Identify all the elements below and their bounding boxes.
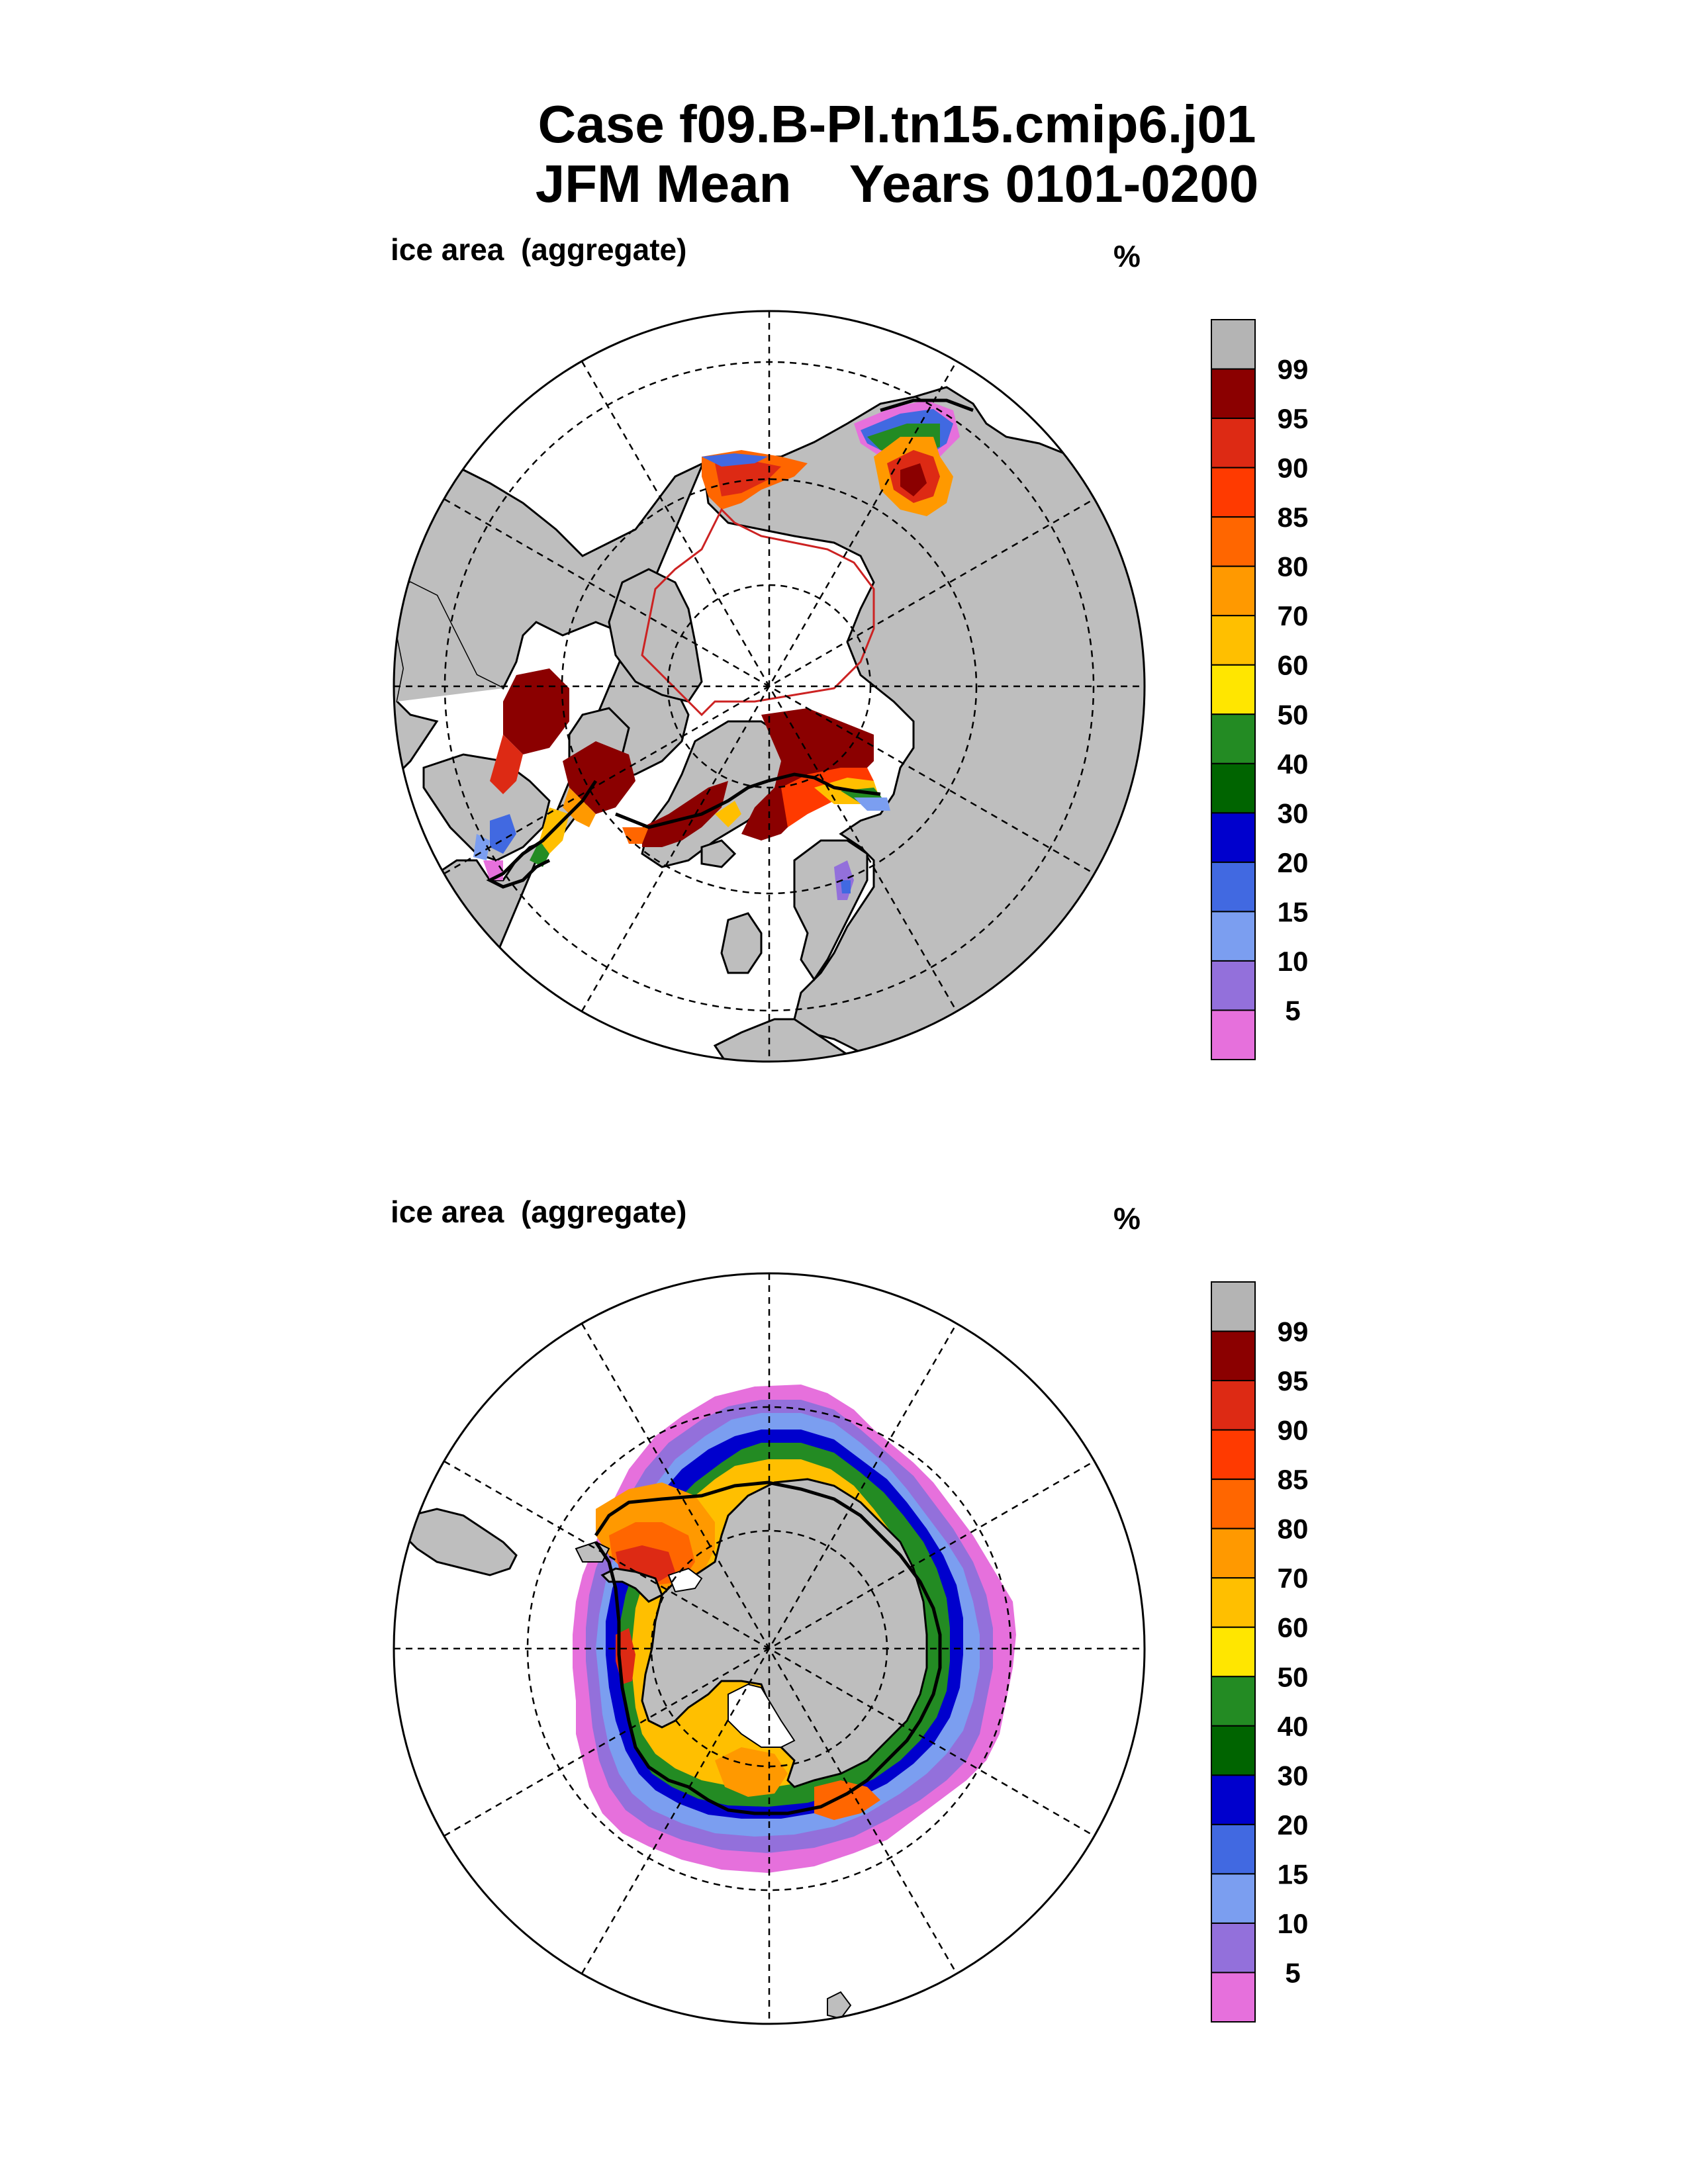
north-colorbar-tick-label: 90 xyxy=(1278,453,1309,484)
north-ice-okhotsk xyxy=(854,400,960,516)
south-colorbar-tick-label: 50 xyxy=(1278,1661,1309,1692)
panel-north-units: % xyxy=(1113,239,1141,273)
north-colorbar-tick-label: 15 xyxy=(1278,896,1309,927)
north-colorbar-tick-label: 99 xyxy=(1278,354,1309,385)
south-land-south-america xyxy=(402,1508,518,1576)
north-colorbar-box xyxy=(1211,467,1256,518)
south-colorbar: 99 95 90 85 80 70 60 50 40 30 20 15 10 5 xyxy=(1211,1281,1309,2023)
north-colorbar: 99 95 90 85 80 70 60 50 40 30 20 15 10 5 xyxy=(1211,319,1309,1061)
south-colorbar-tick-label: 85 xyxy=(1278,1464,1309,1495)
north-polar-map xyxy=(393,310,1146,1063)
south-colorbar-tick-label: 70 xyxy=(1278,1563,1309,1594)
south-colorbar-box xyxy=(1211,1972,1256,2023)
figure-title-line1: Case f09.B-PI.tn15.cmip6.j01 xyxy=(538,95,1256,154)
panel-north-label: ice area (aggregate) xyxy=(391,232,687,267)
south-colorbar-tick-label: 80 xyxy=(1278,1514,1309,1545)
north-colorbar-box xyxy=(1211,319,1256,370)
south-map-border xyxy=(393,1272,1146,2025)
south-colorbar-box xyxy=(1211,1479,1256,1529)
south-colorbar-tick-label: 5 xyxy=(1285,1957,1300,1988)
south-colorbar-box xyxy=(1211,1330,1256,1382)
south-colorbar-box xyxy=(1211,1922,1256,1974)
south-ross-ice-shelf xyxy=(727,1683,796,1748)
north-ice-greenland-sea xyxy=(741,708,890,841)
north-graticule xyxy=(394,311,1145,1062)
north-colorbar-tick-label: 40 xyxy=(1278,749,1309,780)
south-colorbar-tick-label: 90 xyxy=(1278,1415,1309,1446)
north-ice-edge-line-atlantic xyxy=(615,772,881,829)
north-colorbar-tick-label: 10 xyxy=(1278,946,1309,977)
south-colorbar-tick-label: 15 xyxy=(1278,1858,1309,1889)
south-colorbar-tick-label: 99 xyxy=(1278,1316,1309,1347)
north-colorbar-tick-label: 85 xyxy=(1278,502,1309,533)
south-colorbar-box xyxy=(1211,1725,1256,1776)
north-land-iceland xyxy=(700,839,737,868)
north-ice-edge-line-okhotsk xyxy=(880,398,974,412)
north-colorbar-tick-label: 95 xyxy=(1278,403,1309,434)
south-colorbar-tick-label: 60 xyxy=(1278,1612,1309,1643)
south-ronne-ice-shelf xyxy=(667,1567,703,1593)
north-land-uk xyxy=(720,912,763,974)
north-land-canada-arctic xyxy=(608,568,703,703)
south-ice-ross xyxy=(814,1780,880,1820)
south-colorbar-box xyxy=(1211,1429,1256,1480)
north-ice-baltic xyxy=(834,860,854,900)
south-polar-map xyxy=(393,1272,1146,2025)
south-colorbar-box xyxy=(1211,1527,1256,1579)
south-colorbar-tick-label: 40 xyxy=(1278,1711,1309,1742)
south-colorbar-box xyxy=(1211,1281,1256,1332)
north-colorbar-box xyxy=(1211,960,1256,1011)
north-colorbar-box xyxy=(1211,812,1256,863)
north-colorbar-box xyxy=(1211,418,1256,469)
north-colorbar-box xyxy=(1211,861,1256,913)
panel-south-label: ice area (aggregate) xyxy=(391,1195,687,1229)
north-ice-hudson-bay xyxy=(490,668,569,794)
north-colorbar-tick-label: 80 xyxy=(1278,551,1309,582)
south-colorbar-box xyxy=(1211,1873,1256,1924)
north-colorbar-box xyxy=(1211,762,1256,814)
north-land-europe-tail xyxy=(713,1018,857,1062)
south-colorbar-box xyxy=(1211,1774,1256,1825)
north-colorbar-tick-label: 50 xyxy=(1278,699,1309,730)
north-colorbar-tick-label: 20 xyxy=(1278,847,1309,878)
north-colorbar-tick-label: 5 xyxy=(1285,995,1300,1026)
south-graticule xyxy=(394,1273,1145,2024)
south-ice-amundsen xyxy=(715,1747,788,1797)
south-land-new-zealand xyxy=(827,1991,852,2020)
south-colorbar-tick-label: 20 xyxy=(1278,1809,1309,1841)
panel-south-units: % xyxy=(1113,1201,1141,1236)
north-colorbar-box xyxy=(1211,615,1256,666)
south-colorbar-tick-label: 95 xyxy=(1278,1365,1309,1396)
figure-title-line2: JFM Mean Years 0101-0200 xyxy=(535,154,1259,213)
south-colorbar-box xyxy=(1211,1626,1256,1678)
north-colorbar-box xyxy=(1211,911,1256,962)
north-colorbar-box xyxy=(1211,664,1256,715)
south-colorbar-box xyxy=(1211,1676,1256,1727)
north-colorbar-box xyxy=(1211,516,1256,567)
north-colorbar-tick-label: 70 xyxy=(1278,600,1309,631)
north-ice-bering xyxy=(702,450,808,510)
south-ice-edge-line xyxy=(594,1480,942,1815)
south-colorbar-tick-label: 30 xyxy=(1278,1760,1309,1791)
north-ice-edge-line-labrador xyxy=(486,780,598,889)
north-colorbar-box xyxy=(1211,565,1256,617)
south-colorbar-tick-label: 10 xyxy=(1278,1908,1309,1939)
south-land-peninsula xyxy=(600,1567,663,1603)
south-colorbar-box xyxy=(1211,1823,1256,1875)
north-arctic-boundary-line xyxy=(641,508,875,717)
north-colorbar-box xyxy=(1211,1009,1256,1061)
south-colorbar-box xyxy=(1211,1380,1256,1431)
north-colorbar-tick-label: 30 xyxy=(1278,797,1309,829)
north-colorbar-tick-label: 60 xyxy=(1278,650,1309,681)
north-colorbar-box xyxy=(1211,368,1256,420)
south-colorbar-box xyxy=(1211,1577,1256,1628)
north-map-border xyxy=(393,310,1146,1063)
north-colorbar-box xyxy=(1211,713,1256,764)
